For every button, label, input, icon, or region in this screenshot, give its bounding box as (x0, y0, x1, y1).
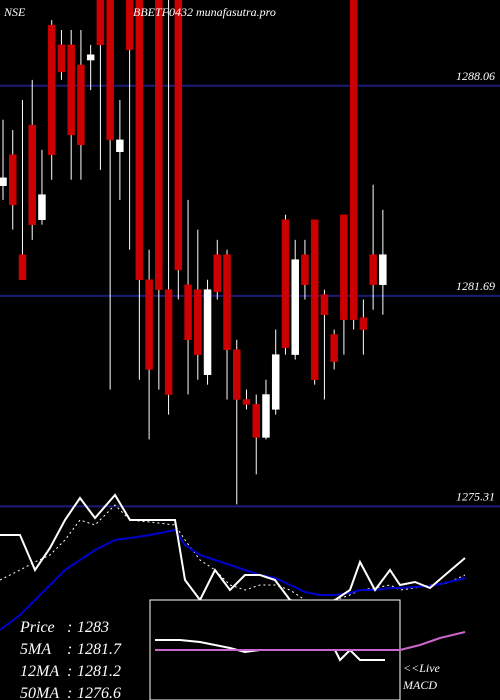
candle-body (184, 284, 192, 341)
candle-body (310, 219, 319, 380)
stat-sep: : (67, 663, 72, 680)
stat-label: Price (19, 619, 55, 636)
macd-legend: <<Live (403, 661, 441, 675)
candle-body (38, 194, 46, 220)
candle-body (18, 254, 27, 280)
candle-body (359, 317, 368, 330)
stat-label: 5MA (20, 641, 51, 658)
candle-body (281, 219, 290, 348)
y-tick-label: 1281.69 (456, 279, 495, 293)
candle-body (77, 64, 85, 146)
stat-value: 1281.7 (77, 641, 122, 658)
candle-body (47, 24, 56, 155)
candle-body (155, 0, 163, 290)
y-tick-label: 1275.31 (456, 489, 495, 503)
candle-body (116, 139, 124, 152)
candle-body (57, 44, 66, 73)
indicator-line (0, 528, 466, 631)
candle-body (67, 44, 75, 136)
candle-body (369, 254, 377, 285)
candle-body (125, 0, 134, 51)
candle-body (349, 0, 358, 320)
candle-body (223, 254, 231, 350)
candle-body (271, 354, 280, 410)
candle-body (242, 399, 251, 405)
candle-body (96, 0, 105, 46)
candle-body (106, 0, 114, 141)
macd-legend: MACD (402, 678, 437, 692)
stat-label: 12MA (20, 663, 59, 680)
candle-body (330, 334, 338, 362)
candle-body (194, 289, 202, 355)
candle-body (379, 254, 387, 285)
indicator-line (0, 493, 466, 606)
candle-body (213, 254, 222, 292)
candle-body (262, 394, 270, 438)
candle-body (0, 177, 7, 186)
candle-body (145, 279, 153, 370)
candle-body (301, 254, 309, 285)
chart-title: BBETF0432 munafasutra.pro (133, 5, 276, 19)
stat-sep: : (67, 685, 72, 700)
candle-body (291, 259, 299, 355)
stat-value: 1283 (77, 619, 109, 636)
y-tick-label: 1288.06 (456, 69, 495, 83)
macd-line (155, 631, 466, 651)
candle-body (320, 294, 329, 315)
candle-body (86, 54, 95, 61)
candle-body (8, 154, 17, 206)
stat-sep: : (67, 619, 72, 636)
candle-body (135, 0, 144, 280)
indicator-line (0, 504, 466, 601)
stat-value: 1276.6 (77, 685, 121, 700)
candle-body (340, 214, 348, 320)
stat-sep: : (67, 641, 72, 658)
candle-body (174, 0, 183, 271)
candle-body (252, 404, 260, 438)
candle-body (28, 124, 36, 225)
candle-body (233, 349, 241, 400)
candle-body (164, 289, 173, 395)
exchange-label: NSE (3, 5, 26, 19)
stat-value: 1281.2 (77, 663, 121, 680)
stat-label: 50MA (20, 685, 59, 700)
candle-body (203, 289, 212, 375)
